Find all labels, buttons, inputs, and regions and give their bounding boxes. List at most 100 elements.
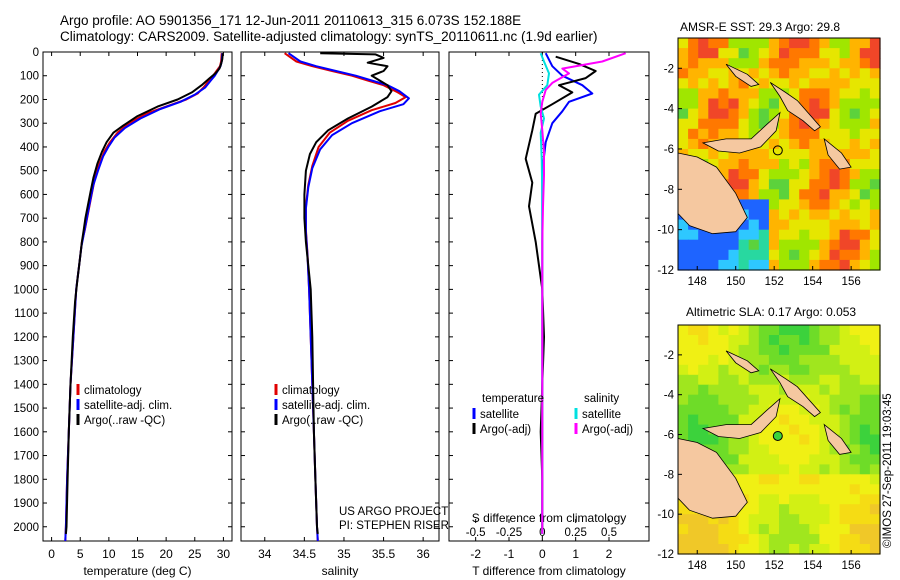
map-cell [829, 88, 841, 100]
map-cell [799, 179, 810, 190]
map-cell [849, 354, 861, 366]
map-cell [849, 325, 861, 336]
map-cell [678, 504, 689, 515]
map-cell [678, 354, 689, 366]
map-cell [698, 138, 709, 150]
legend-entry: satellite [480, 409, 519, 421]
map-cell [738, 48, 750, 59]
map-cell [728, 98, 740, 110]
map-cell [869, 494, 881, 505]
map-cell [738, 414, 750, 426]
map-cell [758, 179, 770, 190]
land-mass [769, 82, 821, 132]
map-cell [779, 128, 790, 140]
map-cell [758, 249, 770, 261]
series-satellite-adj-clim- [64, 53, 224, 542]
legend-entry: satellite-adj. clim. [282, 400, 370, 412]
map-cell [779, 219, 790, 231]
x-tick-label: 34.5 [293, 547, 317, 561]
float-position-marker [772, 430, 783, 441]
map-cell [758, 219, 770, 231]
map-cell [809, 464, 820, 475]
map-cell [758, 364, 770, 376]
map-cell [698, 374, 709, 386]
map-cell [728, 325, 740, 336]
map-cell [789, 149, 800, 160]
map-cell [748, 414, 760, 426]
map-cell [849, 239, 861, 251]
map-cell [829, 494, 841, 505]
map-cell [688, 374, 699, 386]
map-cell [829, 159, 841, 170]
map-cell [809, 484, 820, 495]
map-cell [829, 514, 841, 525]
map-cell [718, 68, 730, 79]
map-cell [758, 138, 770, 150]
map-cell [678, 374, 689, 386]
series-argo-adj--salinity [539, 52, 627, 534]
map-cell [708, 149, 719, 160]
map-cell [758, 454, 770, 465]
map-cell [789, 209, 800, 221]
map-cell [829, 534, 841, 545]
map-cell [779, 68, 790, 79]
map-cell [819, 68, 831, 79]
map-cell [859, 394, 871, 406]
map-cell [718, 239, 730, 251]
map-cell [779, 454, 790, 465]
map-cell [768, 108, 780, 120]
map-cell [758, 504, 770, 515]
map-cell [768, 444, 780, 456]
map-cell [839, 474, 851, 485]
map-cell [698, 58, 709, 69]
map-cell [869, 325, 881, 336]
map-cell [768, 434, 780, 446]
map-cell [869, 484, 881, 495]
map-cell [799, 335, 810, 346]
map-cell [829, 249, 841, 261]
map-cell [819, 149, 831, 160]
map-cell [768, 229, 780, 241]
y-tick-label: 1100 [14, 308, 39, 320]
map-cell [718, 344, 730, 356]
map-cell [789, 364, 800, 376]
map-cell [728, 78, 740, 89]
map-cell [748, 494, 760, 505]
map-cell [708, 128, 719, 140]
map-cell [688, 118, 699, 130]
x-tick-label: 20 [159, 547, 173, 561]
map-cell [738, 484, 750, 495]
map-cell [829, 504, 841, 515]
map-cell [708, 58, 719, 69]
map-cell [819, 58, 831, 69]
map-cell [789, 118, 800, 130]
map-cell [869, 464, 881, 475]
map-cell [768, 98, 780, 110]
map-cell [738, 534, 750, 545]
map-cell [708, 78, 719, 89]
profile-title: Argo profile: AO 5901356_171 12-Jun-2011… [60, 13, 522, 28]
map-cell [849, 524, 861, 535]
map-cell [849, 504, 861, 515]
map-cell [738, 325, 750, 336]
map-cell [799, 544, 810, 555]
y-tick-label: 1300 [13, 356, 39, 368]
map-cell [779, 229, 790, 241]
map-cell [718, 524, 730, 535]
map-cell [768, 354, 780, 366]
map-cell [859, 68, 871, 79]
map-cell [748, 189, 760, 200]
y-tick-label: 1400 [13, 379, 39, 391]
map-cell [799, 424, 810, 436]
map-cell [758, 374, 770, 386]
map-cell [809, 249, 820, 261]
map-cell [819, 249, 831, 261]
map-cell [728, 149, 740, 160]
map-cell [839, 149, 851, 160]
map-cell [768, 474, 780, 485]
map-cell [748, 179, 760, 190]
map-cell [839, 335, 851, 346]
series-satellite-temperature [541, 52, 594, 534]
map-cell [859, 199, 871, 211]
map-cell [678, 68, 689, 79]
